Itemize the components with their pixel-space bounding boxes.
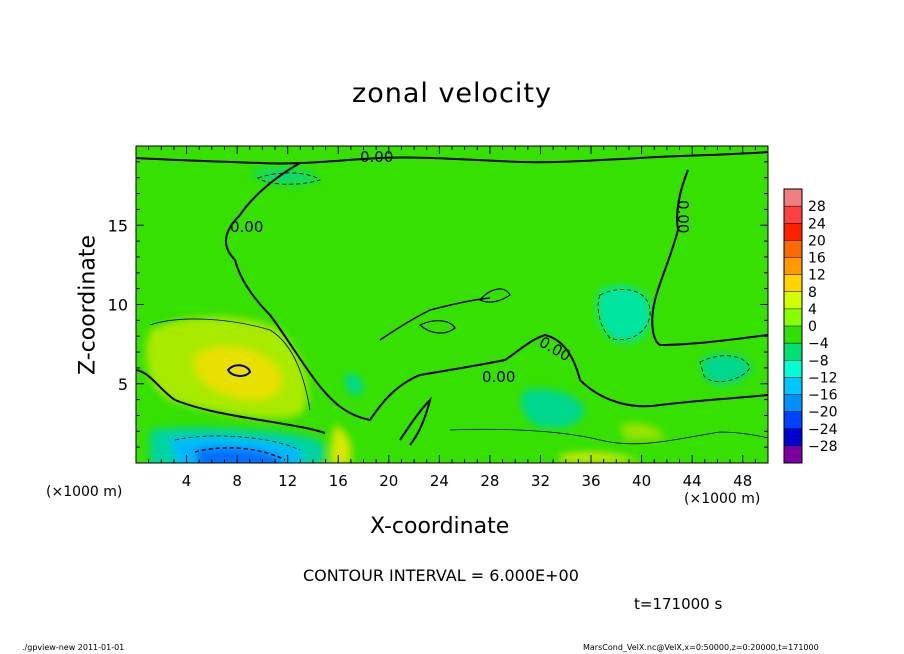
contour-label: 0.00 — [674, 200, 692, 233]
colorbar-swatch — [784, 223, 802, 241]
x-axis-label: X-coordinate — [370, 514, 510, 539]
contour-label: 0.00 — [230, 218, 263, 236]
colorbar-swatch — [784, 308, 802, 327]
x-tick-label: 44 — [683, 472, 702, 490]
velocity-field — [136, 146, 768, 463]
contour-lines — [136, 151, 768, 461]
colorbar-label: −12 — [808, 370, 838, 386]
chart-title: zonal velocity — [352, 78, 552, 109]
x-tick-label: 16 — [329, 472, 348, 490]
y-axis: 5 10 15 — [108, 161, 768, 448]
colorbar-swatch — [784, 377, 802, 395]
colorbar-swatch — [784, 189, 802, 207]
colorbar-swatch — [784, 291, 802, 310]
colorbar-swatch — [784, 257, 802, 276]
colorbar-label: 0 — [808, 319, 817, 335]
colorbar-label: 12 — [808, 268, 826, 284]
colorbar-swatch — [784, 411, 802, 430]
colorbar-label: 16 — [808, 251, 826, 267]
x-tick-label: 20 — [379, 472, 398, 490]
colorbar-swatch — [784, 326, 802, 344]
colorbar-label: −8 — [808, 353, 829, 369]
colorbar-swatch — [784, 343, 802, 361]
x-tick-label: 24 — [430, 472, 449, 490]
footer-left: ./gpview-new 2011-01-01 — [22, 643, 125, 652]
colorbar-swatch — [784, 428, 802, 447]
colorbar-label: 4 — [808, 302, 817, 318]
x-tick-label: 12 — [278, 472, 297, 490]
colorbar-swatch — [784, 445, 802, 464]
colorbar-label: −28 — [808, 439, 838, 455]
colorbar-label: −16 — [808, 388, 838, 404]
x-axis: 4 8 12 16 20 24 28 32 36 40 44 48 — [148, 146, 756, 490]
x-unit-label-left: (×1000 m) — [46, 484, 123, 500]
colorbar-label: 24 — [808, 216, 826, 232]
x-tick-label: 40 — [632, 472, 651, 490]
x-tick-label: 28 — [480, 472, 499, 490]
y-axis-label: Z-coordinate — [75, 235, 101, 375]
colorbar-swatch — [784, 394, 802, 413]
x-tick-label: 4 — [182, 472, 192, 490]
contour-label: 0.00 — [482, 368, 515, 386]
footer-right: MarsCond_VelX.nc@VelX,x=0:50000,z=0:2000… — [583, 643, 819, 652]
colorbar-swatch — [784, 360, 802, 378]
colorbar-label: 28 — [808, 199, 826, 215]
colorbar-swatch — [784, 274, 802, 293]
x-tick-label: 36 — [581, 472, 600, 490]
x-unit-label-right: (×1000 m) — [684, 491, 761, 507]
x-tick-label: 48 — [733, 472, 752, 490]
contour-label: 0.00 — [360, 148, 393, 166]
colorbar-swatch — [784, 206, 802, 224]
colorbar-label: −24 — [808, 422, 838, 438]
colorbar-label: 8 — [808, 285, 817, 301]
colorbar-label: −4 — [808, 336, 829, 352]
y-tick-label: 15 — [108, 216, 128, 235]
colorbar-label: 20 — [808, 233, 826, 249]
colorbar-label: −20 — [808, 405, 838, 421]
colorbar-swatch — [784, 240, 802, 258]
x-tick-label: 32 — [531, 472, 550, 490]
x-tick-label: 8 — [232, 472, 242, 490]
y-tick-label: 10 — [108, 296, 128, 315]
contour-interval-note: CONTOUR INTERVAL = 6.000E+00 — [303, 566, 579, 585]
time-note: t=171000 s — [634, 595, 723, 613]
y-tick-label: 5 — [118, 375, 128, 394]
